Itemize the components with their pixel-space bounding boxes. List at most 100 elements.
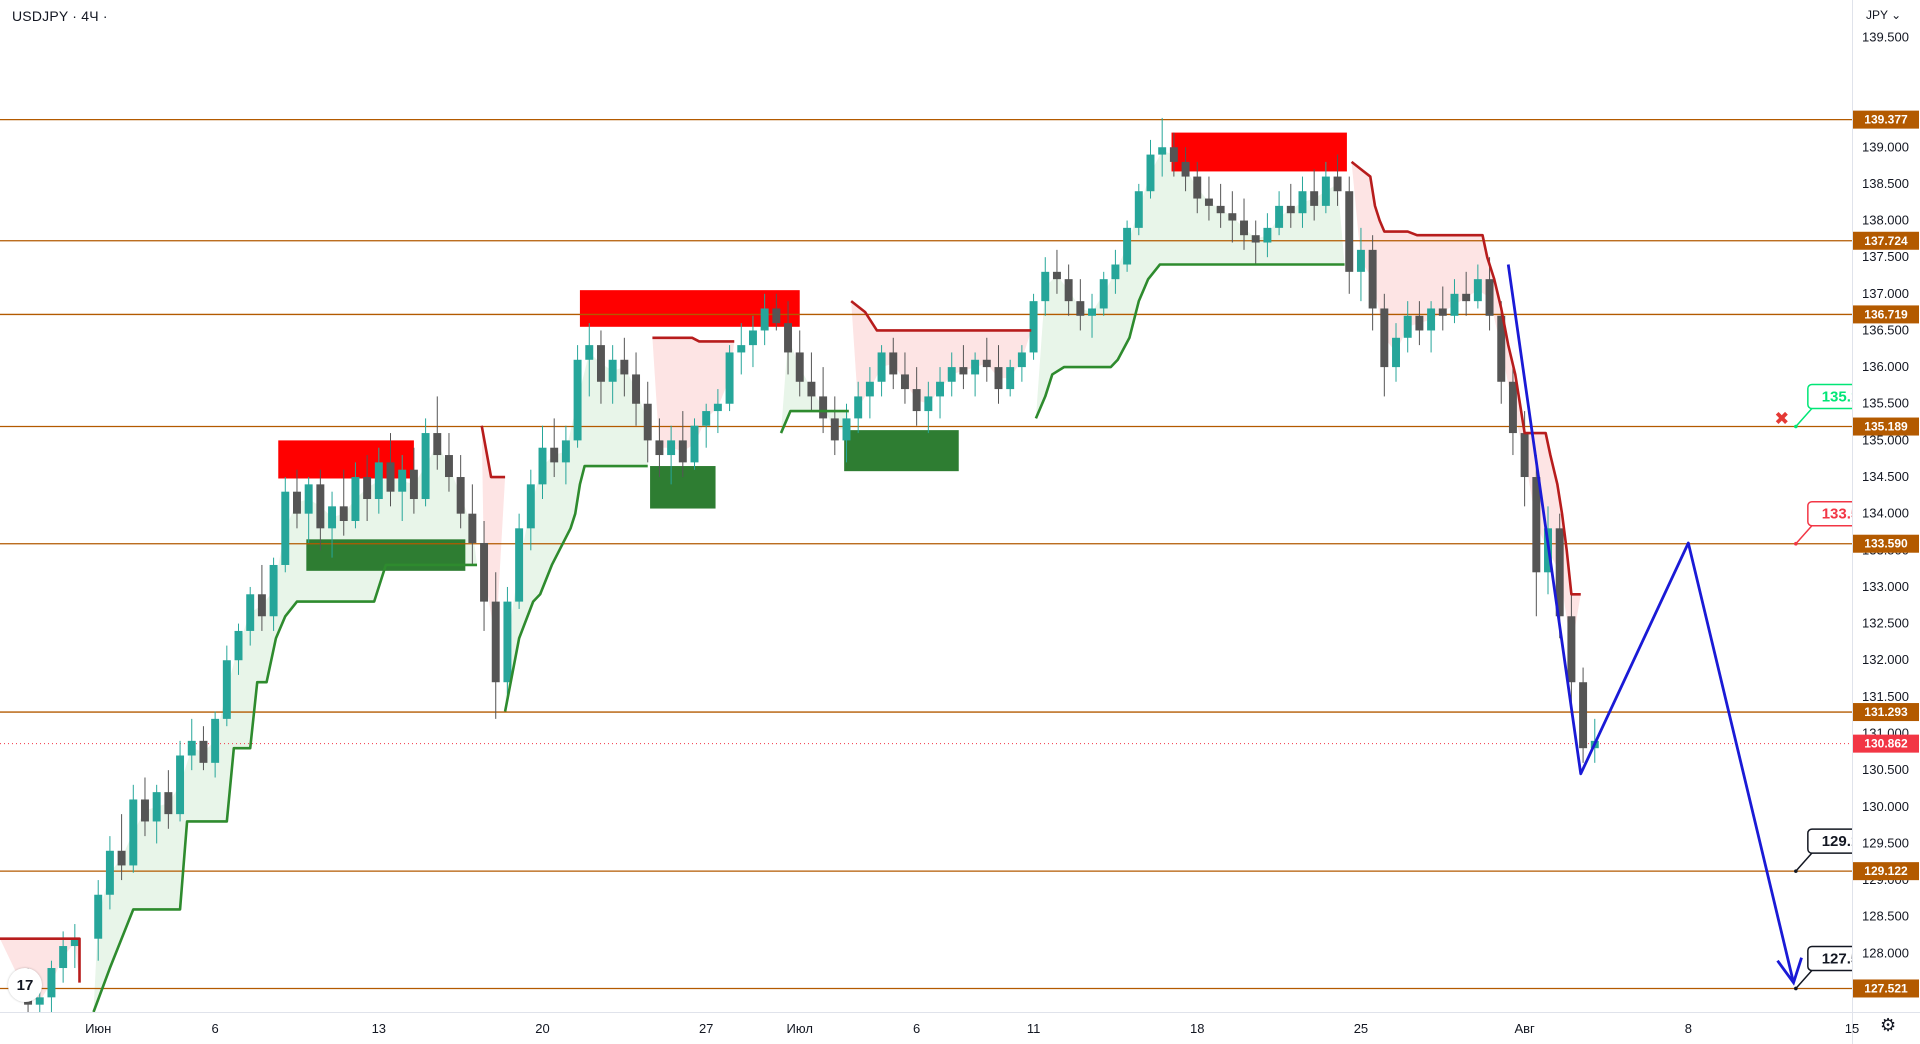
candle-109 — [1310, 191, 1319, 206]
candle-114 — [1368, 249, 1377, 309]
level-tag-1 — [1853, 231, 1919, 250]
candle-41 — [515, 528, 524, 602]
candle-91 — [1099, 279, 1108, 309]
candle-71 — [865, 381, 874, 397]
candle-111 — [1333, 176, 1342, 192]
candle-104 — [1251, 235, 1260, 243]
candle-63 — [772, 308, 781, 324]
candle-70 — [854, 396, 863, 419]
candle-48 — [596, 345, 605, 382]
level-tag-0 — [1853, 110, 1919, 129]
candle-113 — [1356, 249, 1365, 272]
y-tick-label-3: 138.000 — [1862, 213, 1909, 228]
candle-55 — [678, 440, 687, 463]
candle-61 — [748, 330, 757, 346]
symbol-title[interactable]: USDJPY · 4Ч · — [12, 8, 108, 24]
x-tick-label-0: Июн — [85, 1021, 111, 1036]
time-axis[interactable]: Июн 6 13 20 27 Июл 6 11 18 25 Авг 8 15 — [0, 1012, 1920, 1044]
x-tick-label-2: 13 — [372, 1021, 386, 1036]
candle-75 — [912, 389, 921, 412]
demand-zone-2 — [844, 430, 959, 472]
tradingview-logo-icon[interactable]: 17 — [8, 968, 42, 1002]
candle-10 — [152, 792, 161, 822]
callout-anchor-1 — [1794, 541, 1798, 546]
candle-77 — [936, 381, 945, 397]
time-axis-bg — [0, 1012, 1852, 1044]
trend-line-4 — [652, 336, 735, 343]
currency-selector[interactable]: JPY ⌄ — [1866, 8, 1901, 22]
x-tick-label-11: 8 — [1685, 1021, 1692, 1036]
gear-icon[interactable]: ⚙ — [1880, 1015, 1897, 1035]
candle-74 — [900, 374, 909, 390]
candle-95 — [1146, 154, 1155, 192]
trend-fill-8 — [1351, 161, 1581, 650]
candle-69 — [842, 418, 851, 441]
candle-56 — [690, 425, 699, 463]
y-tick-label-8: 135.500 — [1862, 396, 1909, 411]
projection-path — [1506, 264, 1803, 986]
candle-12 — [176, 755, 185, 815]
x-tick-label-3: 20 — [535, 1021, 549, 1036]
chevron-down-icon: ⌄ — [1891, 8, 1902, 22]
candle-50 — [620, 359, 629, 375]
x-tick-label-4: 27 — [699, 1021, 713, 1036]
candle-9 — [141, 799, 149, 822]
separator-dot-1: · — [72, 8, 82, 24]
trend-fill-7 — [1035, 150, 1345, 419]
candle-130 — [1555, 528, 1564, 617]
level-tag-label-3: 135.189 — [1864, 420, 1908, 434]
candle-3 — [59, 946, 68, 969]
trend-line-0 — [0, 937, 81, 983]
candle-17 — [234, 630, 243, 661]
candle-51 — [632, 374, 641, 404]
candle-54 — [667, 440, 676, 456]
candle-127 — [1520, 433, 1529, 478]
candle-5 — [94, 894, 103, 939]
separator-dot-2: · — [102, 8, 108, 24]
callout-pointer-3 — [1795, 969, 1813, 989]
candle-121 — [1450, 293, 1459, 316]
callout-anchor-0 — [1794, 424, 1798, 429]
candle-72 — [877, 352, 886, 382]
callout-anchor-3 — [1794, 986, 1798, 991]
price-axis[interactable]: 139.500 139.000 138.500 138.000 137.500 137.0… — [1852, 0, 1920, 1044]
candle-22 — [292, 491, 301, 514]
candle-47 — [585, 345, 594, 360]
candle-117 — [1403, 315, 1412, 338]
x-tick-label-9: 25 — [1354, 1021, 1368, 1036]
candle-16 — [222, 660, 231, 719]
candle-100 — [1204, 198, 1213, 206]
candle-20 — [269, 564, 278, 617]
candle-84 — [1017, 352, 1026, 368]
candle-131 — [1567, 616, 1576, 683]
trend-line-1 — [92, 563, 478, 1013]
candle-38 — [480, 542, 489, 602]
candle-8 — [129, 799, 138, 866]
x-tick-label-5: Июл — [787, 1021, 813, 1036]
candle-82 — [994, 367, 1003, 390]
level-tag-label-0: 139.377 — [1864, 113, 1908, 127]
candle-126 — [1508, 381, 1517, 434]
trend-line-7 — [1034, 263, 1345, 419]
currency-label: JPY — [1866, 8, 1888, 22]
candle-24 — [316, 484, 325, 529]
trend-lines — [0, 160, 1581, 1013]
level-tag-label-1: 137.724 — [1864, 234, 1908, 248]
candle-29 — [374, 462, 383, 500]
candle-76 — [924, 396, 933, 412]
y-tick-label-2: 138.500 — [1862, 176, 1909, 191]
candle-34 — [433, 433, 442, 456]
callout-pointer-1 — [1795, 525, 1813, 545]
callout-pointer-0 — [1795, 408, 1813, 428]
y-tick-label-18: 130.500 — [1862, 762, 1909, 777]
candle-89 — [1076, 301, 1085, 316]
candle-67 — [819, 396, 828, 419]
candle-60 — [737, 345, 746, 353]
trend-line-2 — [480, 425, 506, 479]
candle-132 — [1579, 682, 1588, 749]
candle-86 — [1041, 271, 1050, 302]
candle-36 — [456, 477, 465, 514]
level-tag-6 — [1853, 862, 1919, 881]
candle-105 — [1263, 227, 1272, 243]
